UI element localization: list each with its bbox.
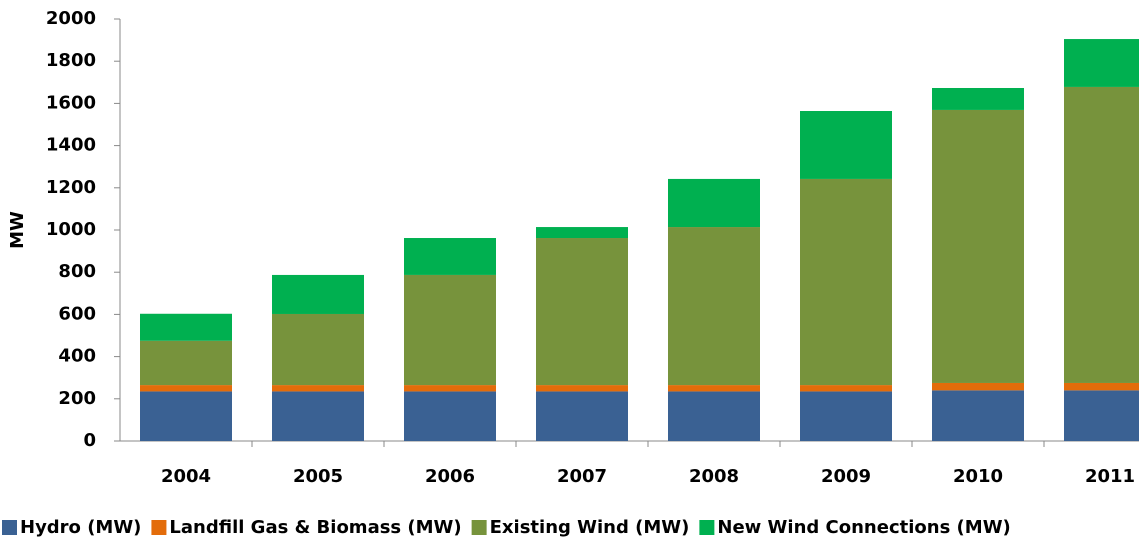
bar-segment <box>272 385 364 392</box>
y-tick-label: 1000 <box>46 219 96 240</box>
x-tick-label: 2010 <box>953 466 1003 487</box>
bar-segment <box>140 340 232 386</box>
bar-segment <box>404 238 496 275</box>
legend-swatch <box>2 520 17 535</box>
legend-label: Landfill Gas & Biomass (MW) <box>169 517 461 538</box>
bar-segment <box>536 238 628 386</box>
bar-segment <box>1064 382 1139 391</box>
bar-segment <box>932 382 1024 391</box>
x-tick-label: 2008 <box>689 466 739 487</box>
bar-segment <box>272 391 364 441</box>
x-tick-label: 2006 <box>425 466 475 487</box>
y-tick-label: 1800 <box>46 50 96 71</box>
y-tick-label: 1400 <box>46 135 96 156</box>
bar-segment <box>932 390 1024 441</box>
bar-segment <box>536 385 628 392</box>
bar-segment <box>140 313 232 341</box>
bar-segment <box>1064 390 1139 441</box>
bar-segment <box>404 391 496 441</box>
bar-segment <box>404 274 496 386</box>
x-tick-label: 2009 <box>821 466 871 487</box>
legend-label: Hydro (MW) <box>20 517 141 538</box>
bar-segment <box>800 391 892 441</box>
bar-segment <box>140 385 232 392</box>
x-tick-label: 2005 <box>293 466 343 487</box>
x-tick-label: 2004 <box>161 466 211 487</box>
bar-segment <box>140 391 232 441</box>
y-tick-label: 1200 <box>46 177 96 198</box>
bar-segment <box>932 109 1024 383</box>
bar-segment <box>668 178 760 228</box>
bar-segment <box>800 110 892 179</box>
bar-segment <box>536 227 628 239</box>
bar-segment <box>536 391 628 441</box>
y-tick-label: 400 <box>58 346 96 367</box>
y-axis-label: MW <box>7 211 28 249</box>
y-tick-label: 0 <box>83 430 96 451</box>
y-tick-label: 1600 <box>46 92 96 113</box>
bar-segment <box>668 227 760 386</box>
legend-swatch <box>151 520 167 535</box>
bar-segment <box>800 385 892 392</box>
y-tick-label: 600 <box>58 303 96 324</box>
legend-swatch <box>699 520 715 535</box>
y-tick-label: 2000 <box>46 8 96 29</box>
y-tick-label: 200 <box>58 388 96 409</box>
bar-segment <box>404 385 496 392</box>
bar-segment <box>272 274 364 314</box>
y-tick-label: 800 <box>58 261 96 282</box>
bar-segment <box>1064 86 1139 383</box>
bar-segment <box>668 385 760 392</box>
bar-segment <box>1064 39 1139 87</box>
legend-label: Existing Wind (MW) <box>490 517 690 538</box>
bar-segment <box>272 313 364 386</box>
bar-segment <box>800 178 892 386</box>
bar-segment <box>932 87 1024 110</box>
legend-swatch <box>471 520 487 535</box>
legend-label: New Wind Connections (MW) <box>717 517 1010 538</box>
x-tick-label: 2007 <box>557 466 607 487</box>
x-tick-label: 2011 <box>1085 466 1135 487</box>
bar-segment <box>668 391 760 441</box>
